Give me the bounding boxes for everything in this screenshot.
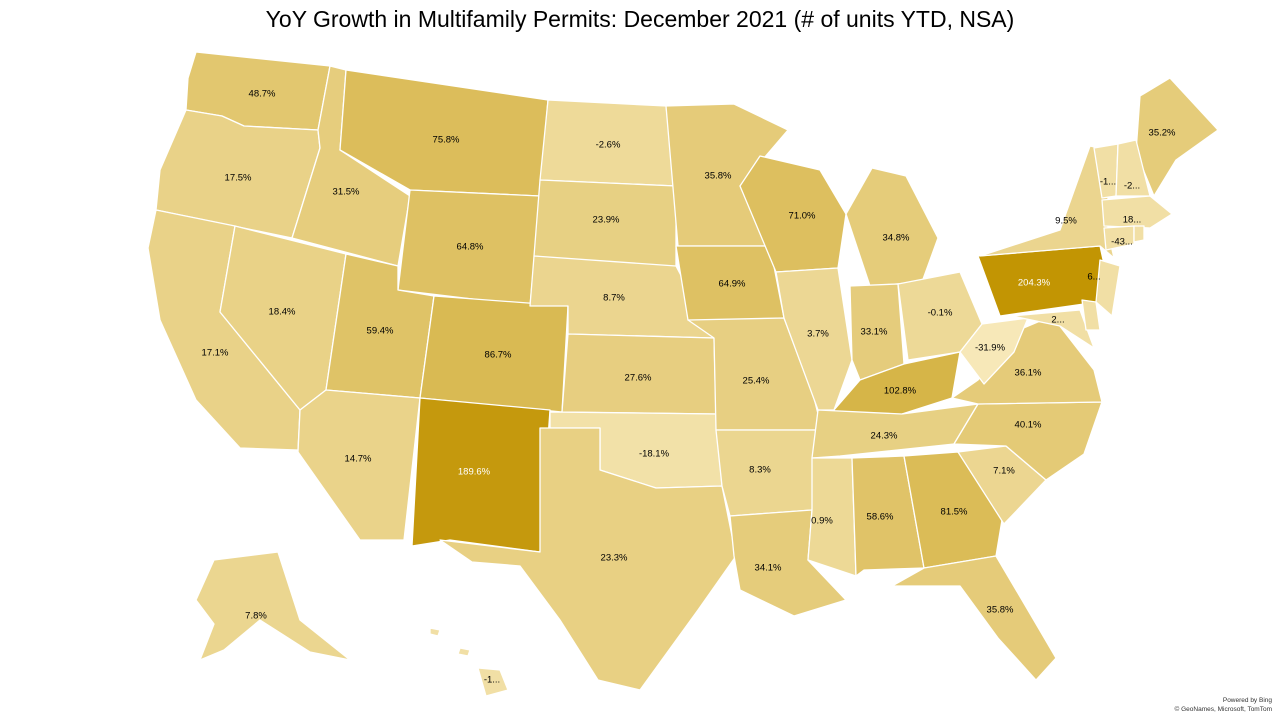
state-label-ny: 9.5% bbox=[1055, 216, 1077, 227]
labels-layer: 48.7% 17.5% 17.1% 18.4% 31.5% 75.8% 64.8% 59.4%… bbox=[202, 89, 1176, 686]
state-ri bbox=[1133, 225, 1145, 243]
state-label-ma: 18... bbox=[1123, 215, 1142, 226]
state-ny bbox=[979, 145, 1115, 259]
state-ma bbox=[1101, 195, 1173, 229]
state-ms bbox=[807, 457, 857, 577]
state-label-vt: -1... bbox=[1100, 177, 1116, 188]
state-wv bbox=[959, 317, 1029, 385]
state-label-ks: 27.6% bbox=[625, 373, 652, 384]
state-label-fl: 35.8% bbox=[987, 605, 1014, 616]
map-title: YoY Growth in Multifamily Permits: Decem… bbox=[265, 6, 1015, 32]
state-label-il: 3.7% bbox=[807, 329, 829, 340]
state-label-oh: -0.1% bbox=[928, 308, 953, 319]
state-label-nc: 40.1% bbox=[1015, 420, 1042, 431]
state-label-nv: 18.4% bbox=[269, 307, 296, 318]
attribution-powered-by: Powered by Bing bbox=[1222, 697, 1272, 704]
map-attribution: Powered by Bing © GeoNames, Microsoft, T… bbox=[1175, 696, 1273, 714]
states-layer bbox=[147, 51, 1219, 697]
state-tx bbox=[439, 427, 737, 691]
state-mi bbox=[845, 167, 939, 287]
state-label-tn: 24.3% bbox=[871, 431, 898, 442]
state-label-la: 34.1% bbox=[755, 563, 782, 574]
state-label-nd: -2.6% bbox=[596, 140, 621, 151]
state-label-ut: 59.4% bbox=[367, 326, 394, 337]
state-label-mt: 75.8% bbox=[433, 135, 460, 146]
state-label-hi: -1... bbox=[484, 675, 500, 686]
state-fl bbox=[891, 555, 1057, 681]
state-de bbox=[1081, 299, 1101, 331]
state-label-wa: 48.7% bbox=[249, 89, 276, 100]
state-nj bbox=[1095, 259, 1121, 317]
state-label-mi: 34.8% bbox=[883, 233, 910, 244]
state-label-ms: 0.9% bbox=[811, 516, 833, 527]
state-label-sd: 23.9% bbox=[593, 215, 620, 226]
state-label-sc: 7.1% bbox=[993, 466, 1015, 477]
state-ak bbox=[195, 551, 351, 661]
state-label-in: 33.1% bbox=[861, 327, 888, 338]
state-label-wi: 71.0% bbox=[789, 211, 816, 222]
state-label-mo: 25.4% bbox=[743, 376, 770, 387]
state-ct bbox=[1103, 225, 1135, 251]
state-label-ar: 8.3% bbox=[749, 465, 771, 476]
state-label-co: 86.7% bbox=[485, 350, 512, 361]
state-label-or: 17.5% bbox=[225, 173, 252, 184]
state-hi bbox=[429, 627, 509, 697]
state-label-ky: 102.8% bbox=[884, 386, 917, 397]
state-label-ak: 7.8% bbox=[245, 611, 267, 622]
state-label-ca: 17.1% bbox=[202, 348, 229, 359]
state-label-tx: 23.3% bbox=[601, 553, 628, 564]
state-label-al: 58.6% bbox=[867, 512, 894, 523]
state-label-ct: -43... bbox=[1111, 237, 1133, 248]
attribution-credits: © GeoNames, Microsoft, TomTom bbox=[1174, 706, 1273, 713]
state-label-id: 31.5% bbox=[333, 187, 360, 198]
state-label-nj: 6... bbox=[1087, 272, 1100, 283]
state-label-va: 36.1% bbox=[1015, 368, 1042, 379]
state-az bbox=[297, 389, 421, 541]
state-label-nh: -2... bbox=[1124, 181, 1140, 192]
state-label-az: 14.7% bbox=[345, 454, 372, 465]
state-label-mn: 35.8% bbox=[705, 171, 732, 182]
state-label-ne: 8.7% bbox=[603, 293, 625, 304]
state-label-ok: -18.1% bbox=[639, 449, 670, 460]
state-label-nm: 189.6% bbox=[458, 467, 491, 478]
state-al bbox=[851, 455, 925, 577]
state-label-ia: 64.9% bbox=[719, 279, 746, 290]
state-md bbox=[1011, 309, 1095, 349]
state-label-me: 35.2% bbox=[1149, 128, 1176, 139]
state-label-wv: -31.9% bbox=[975, 343, 1006, 354]
state-label-pa: 204.3% bbox=[1018, 278, 1051, 289]
state-label-wy: 64.8% bbox=[457, 242, 484, 253]
state-label-md: 2... bbox=[1051, 315, 1064, 326]
state-label-ga: 81.5% bbox=[941, 507, 968, 518]
